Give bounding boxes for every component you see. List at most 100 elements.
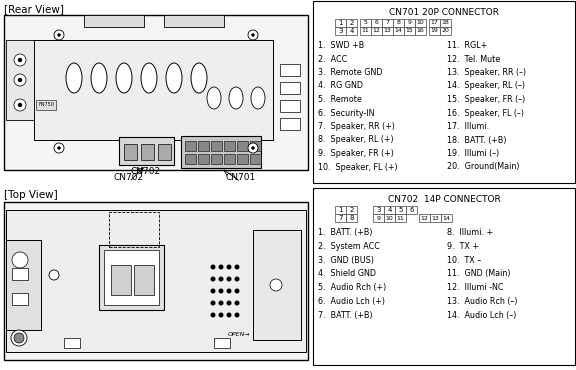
Bar <box>384 206 395 214</box>
Bar <box>198 154 209 164</box>
Bar <box>34 40 273 140</box>
Bar <box>84 15 144 27</box>
Bar <box>134 265 154 295</box>
Bar <box>99 245 164 310</box>
Circle shape <box>234 313 240 317</box>
Bar <box>313 1 575 183</box>
Text: 10.  TX –: 10. TX – <box>447 256 482 265</box>
Text: CN702: CN702 <box>131 167 161 176</box>
Bar <box>185 154 196 164</box>
Text: 12.  Tel. Mute: 12. Tel. Mute <box>447 54 500 64</box>
Text: 7: 7 <box>338 215 343 221</box>
Text: 7: 7 <box>385 20 389 26</box>
Text: 7.  Speaker, RR (+): 7. Speaker, RR (+) <box>318 122 395 131</box>
Circle shape <box>210 289 215 293</box>
Bar <box>395 206 406 214</box>
Text: 8.  Speaker, RL (+): 8. Speaker, RL (+) <box>318 135 393 145</box>
Text: [Rear View]: [Rear View] <box>4 4 64 14</box>
Circle shape <box>49 270 59 280</box>
Bar <box>346 27 357 35</box>
Text: 13.  Speaker, RR (–): 13. Speaker, RR (–) <box>447 68 526 77</box>
Circle shape <box>210 300 215 306</box>
Text: 12: 12 <box>420 215 429 221</box>
Bar <box>335 27 346 35</box>
Bar <box>181 136 261 168</box>
Text: 9: 9 <box>377 215 381 221</box>
Bar <box>280 82 300 94</box>
Bar <box>158 144 171 160</box>
Text: 20.  Ground(Main): 20. Ground(Main) <box>447 162 520 172</box>
Text: 6: 6 <box>410 207 414 213</box>
Text: 1.  SWD +B: 1. SWD +B <box>318 41 364 50</box>
Bar <box>429 27 440 35</box>
Circle shape <box>252 147 255 149</box>
Bar <box>384 214 395 222</box>
Bar <box>404 19 415 27</box>
Bar <box>214 338 230 348</box>
Bar <box>415 27 426 35</box>
Text: 13.  Audio Rch (–): 13. Audio Rch (–) <box>447 297 517 306</box>
Circle shape <box>58 34 60 37</box>
Bar <box>382 27 393 35</box>
Bar <box>415 19 426 27</box>
Bar <box>141 144 154 160</box>
Bar <box>335 19 346 27</box>
Circle shape <box>210 265 215 269</box>
Circle shape <box>14 333 24 343</box>
Bar <box>104 250 159 305</box>
Text: 9: 9 <box>407 20 411 26</box>
Text: CN702: CN702 <box>114 173 144 182</box>
Circle shape <box>14 99 26 111</box>
Text: 2: 2 <box>349 207 354 213</box>
Bar <box>124 144 137 160</box>
Bar <box>4 15 308 170</box>
Circle shape <box>234 289 240 293</box>
Ellipse shape <box>116 63 132 93</box>
Bar <box>237 154 248 164</box>
Text: 2.  ACC: 2. ACC <box>318 54 347 64</box>
Bar <box>371 27 382 35</box>
Circle shape <box>11 330 27 346</box>
Text: 15.  Speaker, FR (–): 15. Speaker, FR (–) <box>447 95 525 104</box>
Text: 2.  System ACC: 2. System ACC <box>318 242 380 251</box>
Text: 7.  BATT. (+B): 7. BATT. (+B) <box>318 311 373 320</box>
Circle shape <box>234 265 240 269</box>
Text: 4: 4 <box>349 28 354 34</box>
Circle shape <box>248 143 258 153</box>
Bar <box>12 293 28 305</box>
Text: 8: 8 <box>349 215 354 221</box>
Circle shape <box>226 300 232 306</box>
Text: 1: 1 <box>338 207 343 213</box>
Text: 10: 10 <box>416 20 425 26</box>
Text: 5: 5 <box>363 20 367 26</box>
Text: 13: 13 <box>384 28 392 34</box>
Bar <box>373 214 384 222</box>
Text: 12.  Illumi -NC: 12. Illumi -NC <box>447 283 503 292</box>
Bar <box>371 19 382 27</box>
Text: 3.  GND (BUS): 3. GND (BUS) <box>318 256 374 265</box>
Circle shape <box>248 30 258 40</box>
Text: 5.  Remote: 5. Remote <box>318 95 362 104</box>
Circle shape <box>210 276 215 282</box>
Circle shape <box>270 279 282 291</box>
Text: 3: 3 <box>376 207 381 213</box>
Bar <box>4 202 308 360</box>
Bar <box>429 19 440 27</box>
Text: 15: 15 <box>406 28 414 34</box>
Text: 6.  Audio Lch (+): 6. Audio Lch (+) <box>318 297 385 306</box>
Text: 14.  Audio Lch (–): 14. Audio Lch (–) <box>447 311 516 320</box>
Text: 11: 11 <box>362 28 369 34</box>
Circle shape <box>226 265 232 269</box>
Bar <box>395 214 406 222</box>
Text: 3: 3 <box>338 28 343 34</box>
Bar <box>164 15 224 27</box>
Text: 12: 12 <box>373 28 380 34</box>
Text: [Top View]: [Top View] <box>4 190 58 200</box>
Circle shape <box>218 276 223 282</box>
Bar <box>211 154 222 164</box>
Bar <box>250 154 261 164</box>
Text: CN701: CN701 <box>226 173 256 182</box>
Circle shape <box>14 54 26 66</box>
Circle shape <box>226 289 232 293</box>
Circle shape <box>14 74 26 86</box>
